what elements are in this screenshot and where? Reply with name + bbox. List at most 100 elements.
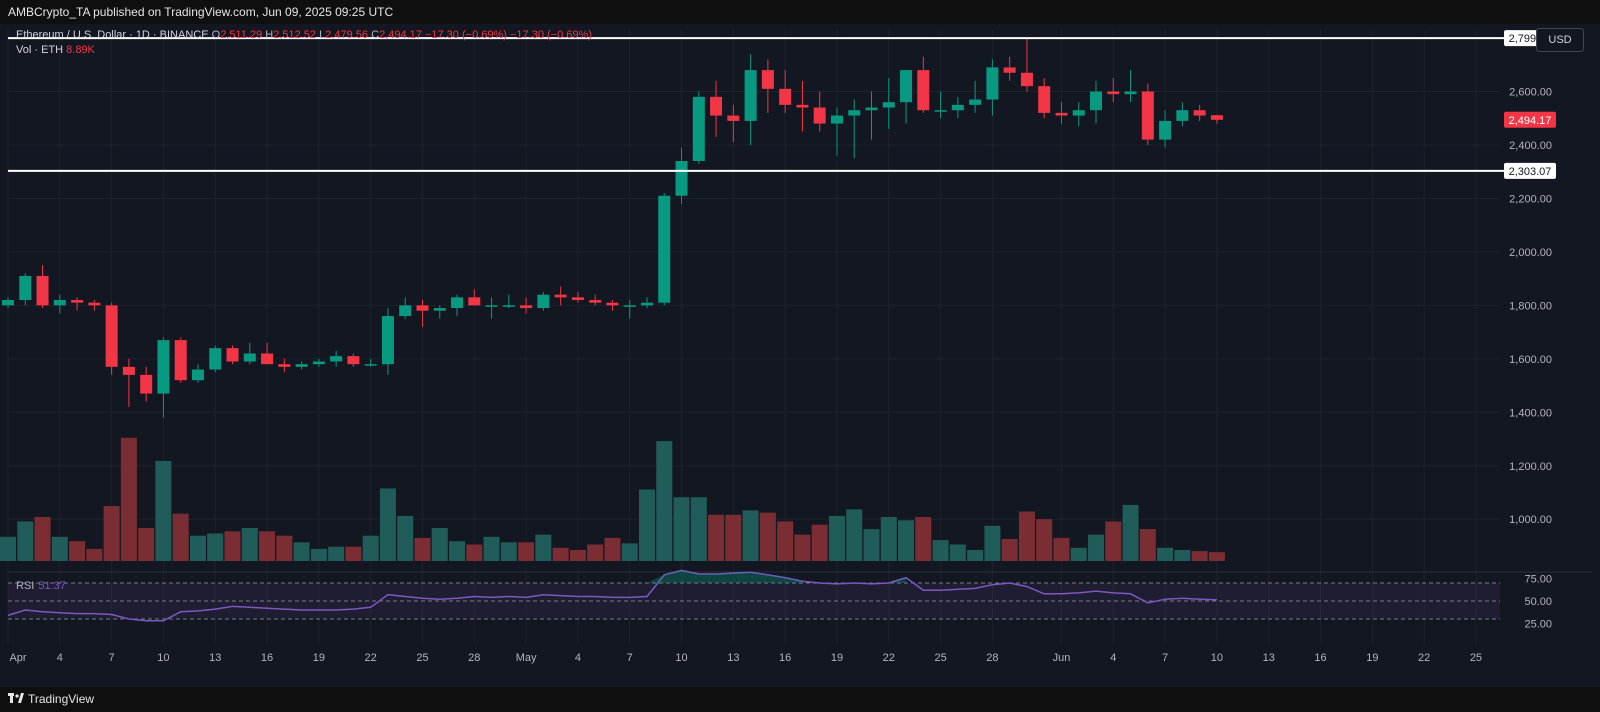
candle-up xyxy=(364,364,377,366)
volume-bar xyxy=(552,547,569,561)
candle-up xyxy=(191,369,204,381)
candle-up xyxy=(986,67,999,100)
time-tick-label: 4 xyxy=(575,652,581,664)
volume-bar xyxy=(621,543,638,561)
time-tick-label: 25 xyxy=(1470,652,1482,664)
candle-down xyxy=(1141,91,1154,140)
rsi-legend[interactable]: RSI 51.37 xyxy=(16,580,66,592)
candle-down xyxy=(606,302,619,306)
candle-down xyxy=(917,70,930,111)
candle-down xyxy=(347,356,360,365)
volume-bar xyxy=(1105,521,1122,561)
volume-bar xyxy=(379,488,396,561)
close-value: 2,494.17 xyxy=(379,29,422,41)
candle-down xyxy=(122,366,135,375)
price-tick-label: 1,400.00 xyxy=(1509,407,1552,419)
time-tick-label: 7 xyxy=(109,652,115,664)
rsi-line xyxy=(7,569,1217,622)
candle-up xyxy=(381,316,394,365)
candle-down xyxy=(1210,115,1223,120)
volume-bar xyxy=(1018,511,1035,561)
time-tick-label: Jun xyxy=(1053,652,1071,664)
volume-bar xyxy=(397,515,414,561)
high-label: H xyxy=(265,29,274,41)
time-tick-label: 16 xyxy=(779,652,791,664)
volume-bar xyxy=(638,489,655,561)
candle-down xyxy=(468,297,481,306)
close-label: C xyxy=(371,29,380,41)
rsi-overbought-fill xyxy=(888,577,907,583)
time-tick-label: 28 xyxy=(468,652,480,664)
volume-bar xyxy=(759,512,776,561)
volume-bar xyxy=(86,548,103,561)
time-tick-label: 22 xyxy=(883,652,895,664)
candle-up xyxy=(969,99,982,105)
ohlc-row: Ethereum / U.S. Dollar · 1D · BINANCE O2… xyxy=(16,28,592,43)
footer-bar: TradingView xyxy=(0,687,1600,712)
candle-down xyxy=(36,275,49,306)
time-tick-label: 19 xyxy=(1366,652,1378,664)
last-price-tag xyxy=(1504,111,1556,128)
time-tick-label: 22 xyxy=(1418,652,1430,664)
candle-up xyxy=(399,305,412,317)
horizontal-level-tag xyxy=(1504,162,1556,179)
candle-up xyxy=(53,300,66,306)
volume-bar xyxy=(500,542,517,561)
volume-bar xyxy=(1139,529,1156,561)
rsi-overbought-fill xyxy=(733,572,751,583)
time-tick-label: Apr xyxy=(9,652,26,664)
rsi-overbought-fill xyxy=(664,570,682,583)
candle-down xyxy=(1193,110,1206,116)
time-tick-label: 13 xyxy=(727,652,739,664)
volume-bar xyxy=(103,506,120,561)
high-value: 2,512.52 xyxy=(273,29,317,41)
candle-down xyxy=(571,297,584,301)
candle-up xyxy=(744,70,757,121)
candle-up xyxy=(312,361,325,365)
candle-down xyxy=(71,300,84,303)
volume-bar xyxy=(155,460,172,561)
price-tick-label: 1,000.00 xyxy=(1509,514,1552,526)
volume-bar xyxy=(138,528,155,561)
volume-bar xyxy=(1088,534,1105,561)
candle-down xyxy=(278,364,291,367)
change-value-2: −17.30 (−0.69%) xyxy=(509,29,592,41)
candle-down xyxy=(779,88,792,105)
candle-up xyxy=(934,110,947,112)
candle-up xyxy=(1124,91,1137,95)
candle-down xyxy=(554,294,567,298)
time-tick-label: 22 xyxy=(365,652,377,664)
volume-bar xyxy=(863,529,880,561)
volume-bar xyxy=(604,537,621,561)
volume-bar xyxy=(535,534,552,561)
volume-bar xyxy=(690,497,707,561)
volume-bar xyxy=(207,533,224,561)
volume-bar xyxy=(1053,537,1070,561)
currency-button[interactable]: USD xyxy=(1536,28,1584,52)
candle-down xyxy=(140,374,153,394)
candle-down xyxy=(416,305,429,311)
volume-bar xyxy=(587,544,604,561)
volume-bar xyxy=(518,542,535,561)
candle-up xyxy=(295,364,308,367)
volume-bar xyxy=(742,510,759,561)
candle-up xyxy=(433,308,446,311)
candle-down xyxy=(520,305,533,309)
volume-bar xyxy=(34,517,51,561)
volume-bar xyxy=(967,550,984,561)
candle-up xyxy=(1072,110,1085,116)
volume-bar xyxy=(1122,504,1139,561)
candle-down xyxy=(813,107,826,124)
candle-up xyxy=(951,104,964,111)
price-tick-label: 1,800.00 xyxy=(1509,300,1552,312)
volume-label[interactable]: Vol · ETH xyxy=(16,44,64,56)
volume-bar xyxy=(362,535,379,561)
symbol-title[interactable]: Ethereum / U.S. Dollar · 1D · BINANCE xyxy=(16,29,209,41)
candle-up xyxy=(451,297,464,309)
rsi-tick-label: 25.00 xyxy=(1524,619,1552,631)
volume-bar xyxy=(17,521,34,561)
candle-up xyxy=(2,300,14,306)
volume-bar xyxy=(259,531,276,561)
time-tick-label: 10 xyxy=(1211,652,1223,664)
